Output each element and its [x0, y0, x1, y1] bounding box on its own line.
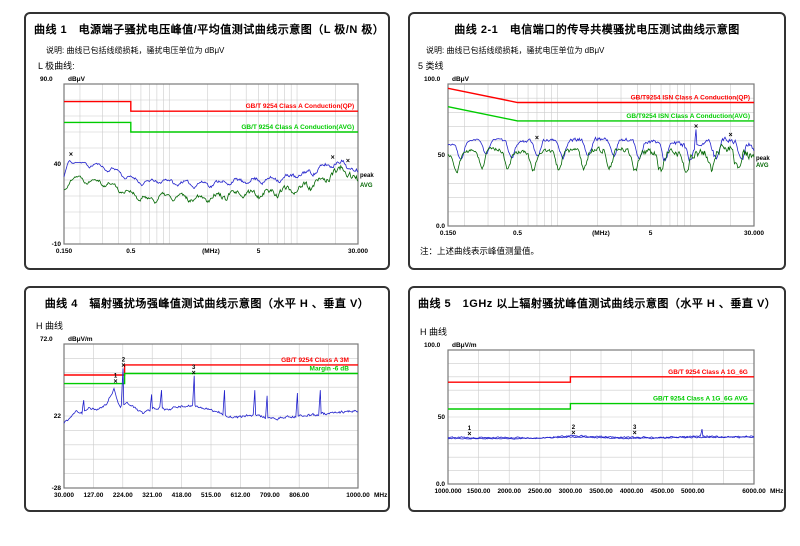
svg-text:0.0: 0.0	[436, 223, 445, 230]
svg-text:×: ×	[571, 430, 575, 437]
svg-text:4500.00: 4500.00	[650, 488, 674, 495]
svg-text:×: ×	[121, 363, 125, 370]
svg-text:30.000: 30.000	[348, 248, 368, 255]
svg-text:(MHz): (MHz)	[592, 230, 610, 237]
svg-text:GB/T 9254 Class A Conduction(Q: GB/T 9254 Class A Conduction(QP)	[246, 103, 355, 110]
svg-text:1000.000: 1000.000	[434, 488, 461, 495]
svg-text:AVG: AVG	[360, 183, 373, 189]
panel-sublabel: H 曲线	[36, 321, 64, 331]
svg-text:127.00: 127.00	[83, 492, 103, 499]
svg-text:0.150: 0.150	[56, 248, 73, 255]
svg-text:×: ×	[535, 135, 539, 142]
panel-curve-5: 曲线 5 1GHz 以上辐射骚扰峰值测试曲线示意图（水平 H 、垂直 V） H …	[408, 286, 786, 512]
svg-text:30.000: 30.000	[744, 230, 764, 237]
svg-text:(MHz): (MHz)	[202, 248, 220, 255]
svg-text:224.00: 224.00	[113, 492, 133, 499]
svg-text:3: 3	[633, 425, 637, 431]
chart-radiated-1g-6g: GB/T 9254 Class A 1G_6G GB/T 9254 Class A…	[424, 342, 784, 495]
panel-title: 曲线 2-1 电信端口的传导共模骚扰电压测试曲线示意图	[454, 24, 740, 36]
svg-text:GB/T 9254 Class A Conduction(A: GB/T 9254 Class A Conduction(AVG)	[241, 124, 354, 131]
svg-text:GB/T9254 ISN Class A Conductio: GB/T9254 ISN Class A Conduction(QP)	[631, 94, 750, 101]
svg-text:-10: -10	[52, 241, 62, 248]
svg-text:1500.00: 1500.00	[467, 488, 491, 495]
svg-text:GB/T 9254 Class A 1G_6G AVG: GB/T 9254 Class A 1G_6G AVG	[653, 396, 748, 403]
svg-text:Margin -6 dB: Margin -6 dB	[310, 366, 350, 373]
svg-text:0.150: 0.150	[440, 230, 457, 237]
panel-sublabel: H 曲线	[420, 327, 448, 337]
svg-text:GB/T 9254 Class A 1G_6G: GB/T 9254 Class A 1G_6G	[668, 369, 748, 376]
svg-text:dBμV: dBμV	[452, 76, 470, 83]
svg-text:AVG: AVG	[756, 163, 769, 169]
svg-text:GB/T 9254 Class A 3M: GB/T 9254 Class A 3M	[281, 357, 349, 364]
panel-curve-2-1: 曲线 2-1 电信端口的传导共模骚扰电压测试曲线示意图 说明: 曲线已包括线缆损…	[408, 12, 786, 270]
svg-text:dBμV/m: dBμV/m	[452, 342, 477, 349]
svg-text:dBμV: dBμV	[68, 76, 86, 83]
svg-text:peak: peak	[756, 156, 770, 162]
svg-text:×: ×	[346, 158, 350, 165]
chart-power-port-conduction: GB/T 9254 Class A Conduction(QP) GB/T 925…	[40, 76, 374, 255]
svg-text:2500.00: 2500.00	[528, 488, 552, 495]
svg-text:5: 5	[649, 230, 653, 237]
svg-text:50: 50	[438, 152, 446, 159]
svg-text:5: 5	[257, 248, 261, 255]
panel-sublabel: 5 类线	[418, 61, 444, 71]
svg-text:×: ×	[694, 124, 698, 131]
svg-text:×: ×	[113, 378, 117, 385]
svg-text:90.0: 90.0	[40, 76, 53, 83]
chart-telecom-port-conduction: GB/T9254 ISN Class A Conduction(QP) GB/T9…	[424, 76, 770, 237]
panel-title: 曲线 1 电源端子骚扰电压峰值/平均值测试曲线示意图（L 极/N 极）	[34, 24, 385, 36]
svg-text:0.5: 0.5	[126, 248, 135, 255]
svg-text:100.0: 100.0	[424, 342, 441, 349]
panel-note: 说明: 曲线已包括线缆损耗，骚扰电压单位为 dBμV	[426, 46, 605, 55]
svg-text:100.0: 100.0	[424, 76, 441, 83]
svg-text:2: 2	[122, 358, 126, 364]
svg-text:515.00: 515.00	[201, 492, 221, 499]
panel-title: 曲线 5 1GHz 以上辐射骚扰峰值测试曲线示意图（水平 H 、垂直 V）	[418, 298, 777, 310]
svg-text:3500.00: 3500.00	[589, 488, 613, 495]
svg-text:3: 3	[192, 365, 196, 371]
svg-text:1000.00: 1000.00	[346, 492, 370, 499]
svg-text:MHz: MHz	[770, 488, 784, 495]
panel-curve-4: 曲线 4 辐射骚扰场强峰值测试曲线示意图（水平 H 、垂直 V） H 曲线 GB…	[24, 286, 390, 512]
svg-text:×: ×	[467, 431, 471, 438]
svg-text:2: 2	[572, 425, 576, 431]
svg-text:3000.00: 3000.00	[559, 488, 583, 495]
svg-text:×: ×	[331, 155, 335, 162]
svg-text:GB/T9254 ISN Class A Conductio: GB/T9254 ISN Class A Conduction(AVG)	[626, 113, 750, 120]
svg-text:MHz: MHz	[374, 492, 388, 499]
svg-text:418.00: 418.00	[172, 492, 192, 499]
svg-text:30.000: 30.000	[54, 492, 74, 499]
svg-text:806.00: 806.00	[289, 492, 309, 499]
svg-text:1: 1	[114, 373, 118, 379]
panel-note: 说明: 曲线已包括线缆损耗，骚扰电压单位为 dBμV	[46, 46, 225, 55]
svg-text:40: 40	[54, 161, 62, 168]
svg-text:6000.00: 6000.00	[742, 488, 766, 495]
svg-text:peak: peak	[360, 173, 374, 179]
panel-title: 曲线 4 辐射骚扰场强峰值测试曲线示意图（水平 H 、垂直 V）	[44, 298, 370, 310]
svg-text:1: 1	[468, 426, 472, 432]
svg-text:321.00: 321.00	[142, 492, 162, 499]
svg-text:709.00: 709.00	[260, 492, 280, 499]
svg-text:×: ×	[729, 132, 733, 139]
svg-text:0.5: 0.5	[513, 230, 522, 237]
panel-footnote: 注：上述曲线表示峰值测量值。	[420, 246, 540, 256]
svg-text:0.0: 0.0	[436, 481, 445, 488]
svg-text:72.0: 72.0	[40, 336, 53, 343]
panel-curve-1: 曲线 1 电源端子骚扰电压峰值/平均值测试曲线示意图（L 极/N 极） 说明: …	[24, 12, 390, 270]
svg-text:5000.00: 5000.00	[681, 488, 705, 495]
svg-text:dBμV/m: dBμV/m	[68, 336, 93, 343]
svg-text:×: ×	[192, 370, 196, 377]
svg-text:2000.00: 2000.00	[497, 488, 521, 495]
svg-text:×: ×	[633, 430, 637, 437]
svg-text:50: 50	[438, 414, 446, 421]
svg-text:612.00: 612.00	[230, 492, 250, 499]
svg-text:4000.00: 4000.00	[620, 488, 644, 495]
panel-sublabel: L 极曲线:	[38, 61, 75, 71]
svg-text:×: ×	[69, 151, 73, 158]
svg-text:-28: -28	[52, 485, 62, 492]
svg-text:22: 22	[54, 413, 62, 420]
